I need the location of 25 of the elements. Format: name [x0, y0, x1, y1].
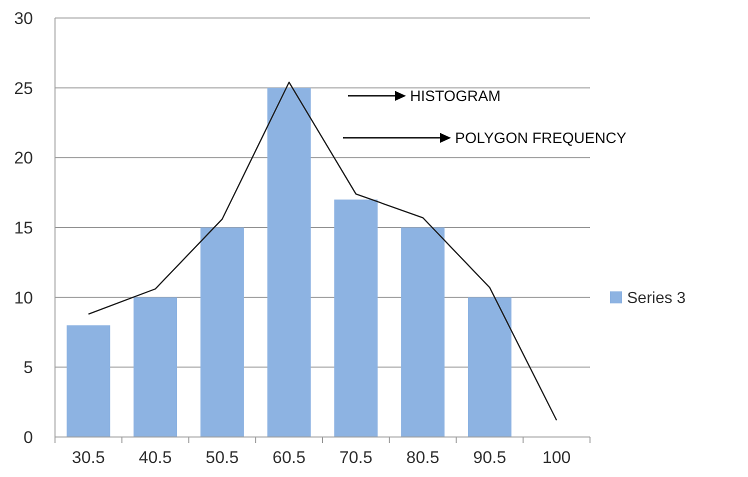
y-tick-label: 20	[14, 148, 33, 168]
y-tick-label: 15	[14, 218, 33, 238]
y-tick-label: 0	[24, 428, 33, 447]
y-tick-label: 10	[14, 288, 33, 308]
bar	[134, 297, 178, 437]
annotation: POLYGON FREQUENCY	[455, 130, 626, 148]
x-tick-label: 50.5	[206, 448, 239, 467]
x-tick-label: 100	[542, 448, 571, 467]
annotation: HISTOGRAM	[410, 88, 501, 106]
x-tick-label: 80.5	[406, 448, 440, 467]
bar	[200, 228, 244, 437]
y-tick-label: 5	[24, 358, 33, 378]
x-tick-label: 70.5	[339, 448, 372, 467]
bar	[334, 200, 378, 437]
x-tick-label: 90.5	[473, 448, 506, 467]
bar	[267, 88, 311, 437]
y-tick-label: 25	[14, 78, 33, 98]
y-tick-label: 30	[14, 8, 33, 28]
x-tick-label: 30.5	[72, 448, 105, 467]
bar	[66, 325, 110, 437]
bar	[468, 297, 512, 437]
legend-label: Series 3	[627, 290, 686, 307]
bar	[401, 228, 445, 437]
x-tick-label: 40.5	[138, 448, 172, 467]
x-tick-label: 60.5	[272, 448, 306, 467]
